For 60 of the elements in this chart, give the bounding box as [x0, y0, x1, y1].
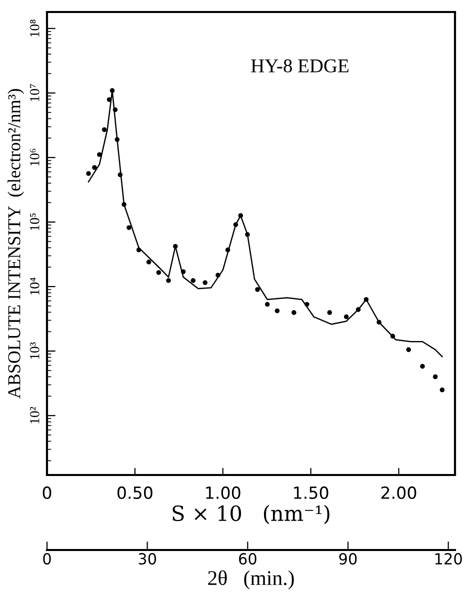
x2-tick-label: 30 — [138, 553, 156, 565]
point — [364, 297, 369, 302]
x2-axis-title: 2θ (min.) — [208, 570, 294, 590]
annotation: HY-8 EDGE — [251, 59, 348, 72]
point — [190, 278, 196, 283]
point — [112, 107, 118, 112]
point — [97, 152, 102, 157]
point — [86, 171, 91, 176]
point — [106, 97, 112, 102]
point — [233, 222, 238, 228]
point — [440, 388, 445, 392]
y-tick-label: 10⁷ — [30, 84, 40, 102]
x2-tick-label: 60 — [239, 553, 256, 565]
point — [264, 302, 270, 307]
x-tick-label: 0.50 — [117, 486, 152, 500]
x-tick-label: 2.00 — [381, 486, 416, 500]
x2-tick-label: 0 — [43, 553, 51, 565]
point — [114, 137, 120, 142]
point — [216, 272, 220, 278]
point — [292, 310, 296, 315]
point — [136, 247, 142, 252]
point — [166, 278, 171, 283]
point — [255, 287, 260, 292]
point — [390, 334, 396, 339]
point — [118, 172, 123, 178]
point — [327, 310, 332, 315]
point — [432, 374, 438, 380]
y-tick-label: 10⁵ — [30, 213, 40, 230]
y-tick-label: 10⁸ — [30, 20, 40, 37]
point — [156, 270, 162, 275]
x2-tick-label: 120 — [435, 553, 462, 565]
point — [376, 320, 382, 325]
y-tick-label: 10⁶ — [30, 148, 40, 166]
point — [406, 347, 411, 352]
point — [274, 308, 280, 314]
point — [122, 202, 126, 207]
x2-tick-label: 90 — [339, 553, 357, 565]
point — [110, 88, 115, 93]
point — [146, 260, 152, 264]
point — [225, 247, 230, 252]
point — [304, 302, 310, 307]
point — [420, 364, 425, 369]
x-axis-title: S × 10 (nm⁻¹) — [172, 505, 330, 524]
y-tick-label: 10⁴ — [30, 278, 40, 295]
x-tick-label: 0 — [42, 486, 52, 500]
point — [202, 280, 208, 286]
point — [92, 165, 97, 170]
point — [245, 232, 250, 237]
x-tick-label: 1.50 — [294, 486, 328, 500]
point — [102, 127, 107, 132]
y-axis-title: ABSOLUTE INTENSITY (electron²/nm³) — [8, 89, 24, 399]
y-tick-label: 10³ — [30, 342, 40, 359]
y-tick-label: 10² — [30, 406, 40, 424]
point — [172, 244, 178, 249]
point — [126, 225, 132, 230]
point — [238, 213, 244, 218]
point — [180, 269, 186, 274]
x-tick-label: 1.00 — [206, 486, 240, 500]
point — [344, 314, 349, 320]
point — [356, 307, 361, 312]
